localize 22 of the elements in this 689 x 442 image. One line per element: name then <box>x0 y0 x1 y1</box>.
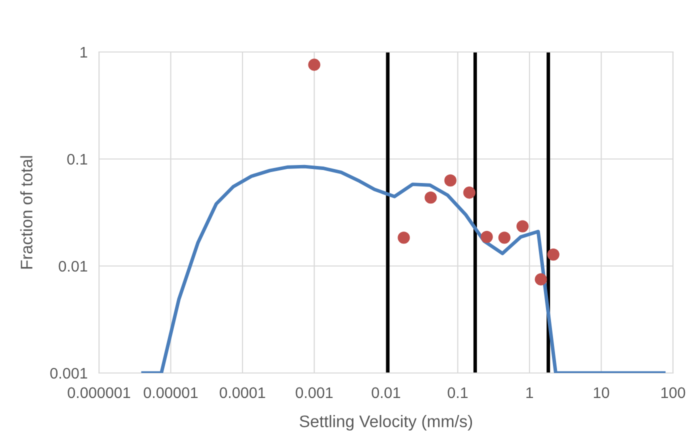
x-tick-label: 0.01 <box>372 387 400 398</box>
point <box>444 174 456 187</box>
y-tick-label: 0.001 <box>50 368 88 379</box>
point <box>534 273 547 286</box>
x-tick-label: 0.001 <box>296 387 333 398</box>
x-tick-label: 100 <box>661 387 686 398</box>
point <box>516 220 529 232</box>
x-tick-label: 0.00001 <box>144 387 198 398</box>
x-tick-label: 0.000001 <box>68 387 130 398</box>
y-axis-title: Fraction of total <box>20 156 32 269</box>
x-tick-label: 0.1 <box>448 387 468 398</box>
point <box>424 192 437 204</box>
y-tick-label: 0.01 <box>58 260 88 272</box>
x-tick-label: 0.0001 <box>220 387 266 398</box>
y-tick-label: 1 <box>80 47 88 58</box>
point <box>480 230 493 243</box>
x-tick-label: 1 <box>526 387 534 398</box>
point <box>498 232 510 244</box>
point <box>463 186 476 199</box>
y-tick-label: 0.1 <box>67 154 88 165</box>
x-tick-label: 10 <box>594 387 610 398</box>
x-axis-title: Settling Velocity (mm/s) <box>300 415 472 431</box>
